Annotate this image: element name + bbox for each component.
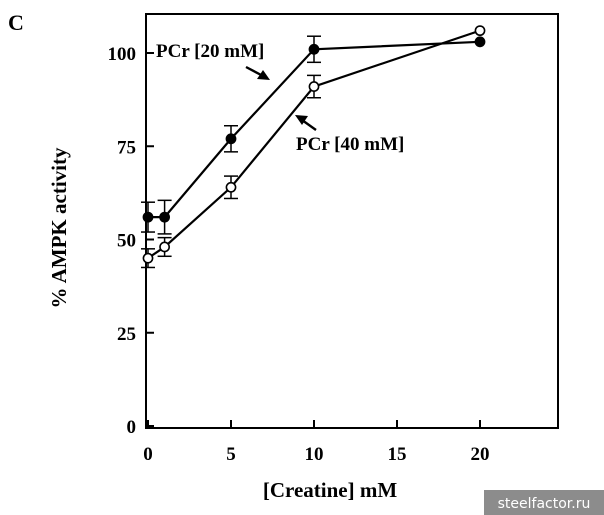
annotation-layer: PCr [20 mM] PCr [40 mM] (156, 41, 404, 155)
data-point (159, 211, 170, 223)
y-tick-label: 50 (117, 231, 136, 252)
data-point (474, 25, 486, 37)
data-point (142, 252, 154, 264)
x-tick-label: 10 (305, 444, 324, 465)
y-tick-label: 100 (108, 44, 137, 65)
data-point (225, 133, 237, 145)
x-axis-label: [Creatine] mM (263, 478, 397, 502)
data-point (474, 36, 486, 48)
watermark-background (484, 490, 604, 515)
y-axis-label: % AMPK activity (47, 147, 71, 308)
annotation-label: PCr [40 mM] (296, 134, 404, 155)
data-point (308, 81, 320, 92)
y-axis: 0 25 50 75 100 (108, 44, 154, 438)
y-tick-label: 0 (127, 417, 137, 438)
x-tick-label: 20 (471, 444, 490, 465)
data-point (159, 241, 170, 253)
annotation-arrowhead (295, 115, 308, 125)
y-tick-label: 25 (117, 324, 136, 345)
data-point (225, 181, 237, 193)
x-tick-label: 15 (388, 444, 407, 465)
y-tick-label: 75 (117, 137, 136, 158)
x-axis: 0 5 10 15 20 (143, 420, 490, 465)
data-point (308, 43, 320, 55)
x-tick-label: 0 (143, 444, 153, 465)
series-layer (141, 25, 486, 269)
x-tick-label: 5 (226, 444, 236, 465)
plot-frame (145, 13, 559, 429)
data-point (142, 211, 154, 223)
series-2 (141, 25, 486, 269)
watermark: steelfactor.ru (498, 496, 591, 512)
annotation-label: PCr [20 mM] (156, 41, 264, 62)
series-1 (141, 35, 486, 235)
annotation-arrow (301, 119, 317, 131)
panel-label: C (8, 10, 24, 35)
annotation-arrowhead (257, 70, 270, 80)
